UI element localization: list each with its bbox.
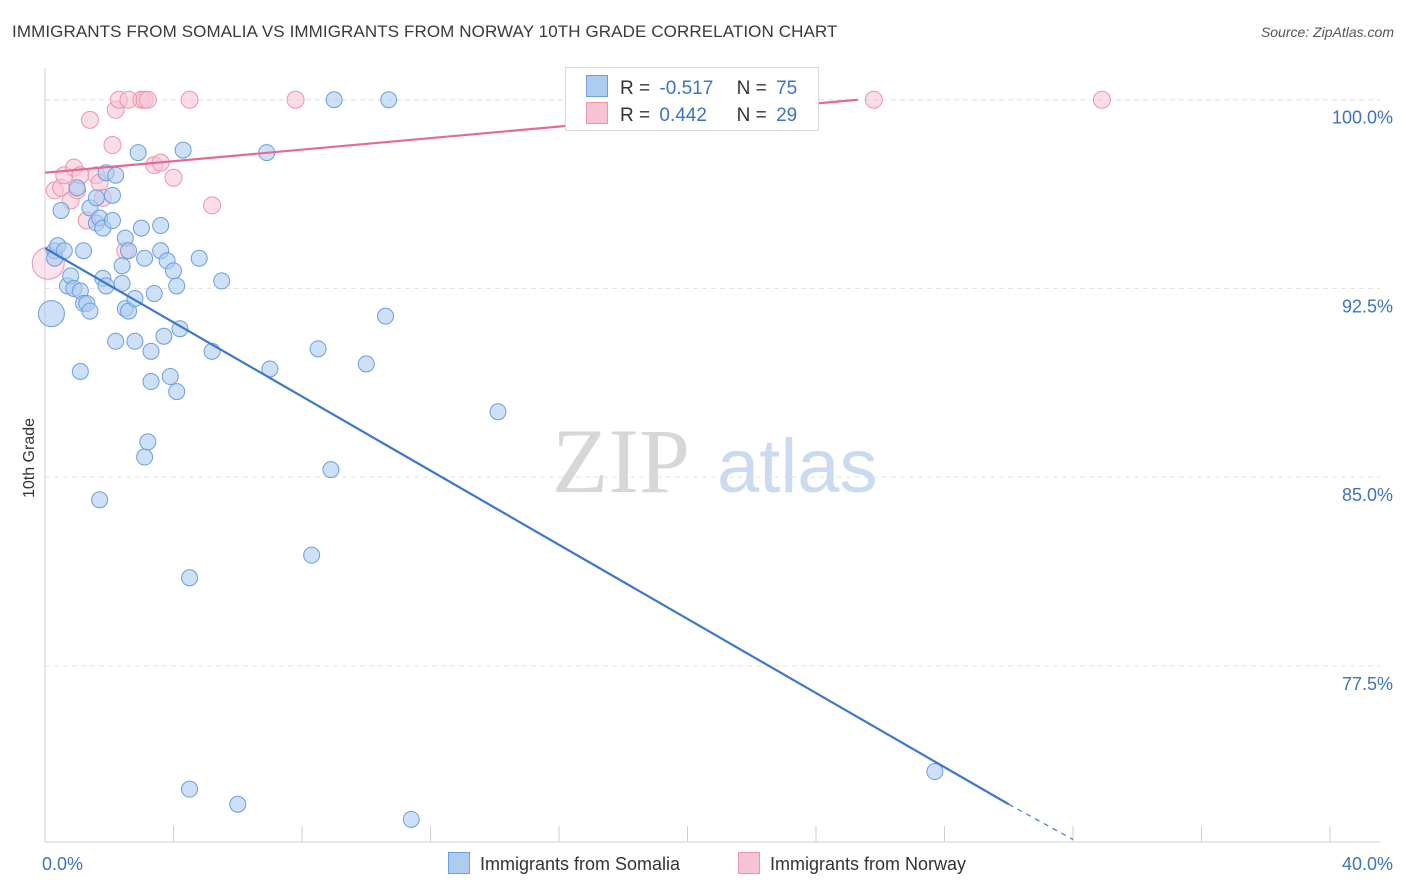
chart-title: IMMIGRANTS FROM SOMALIA VS IMMIGRANTS FR… xyxy=(12,22,838,41)
somalia-point xyxy=(322,461,340,479)
bottom-legend-norway: Immigrants from Norway xyxy=(738,852,966,875)
norway-swatch xyxy=(586,102,608,124)
somalia-swatch xyxy=(586,75,608,97)
somalia-point xyxy=(129,144,147,162)
somalia-point xyxy=(37,300,65,328)
somalia-point xyxy=(81,302,99,320)
somalia-point xyxy=(165,262,182,280)
axis-layer xyxy=(44,68,1380,843)
norway-point xyxy=(164,168,183,187)
somalia-point xyxy=(489,403,507,421)
legend-row-somalia: R = -0.517 N = 75 xyxy=(586,75,797,99)
norway-point xyxy=(80,110,99,129)
somalia-n-label: N = xyxy=(736,78,767,99)
watermark-atlas: atlas xyxy=(717,424,878,509)
somalia-point xyxy=(155,327,173,345)
somalia-point xyxy=(107,166,125,184)
somalia-point xyxy=(309,340,327,358)
somalia-point xyxy=(71,362,89,380)
somalia-point xyxy=(126,332,144,350)
somalia-point xyxy=(161,368,179,386)
tick-labels: 100.0% 92.5% 85.0% 77.5% 0.0% 40.0% xyxy=(42,108,1393,874)
norway-point xyxy=(864,90,883,109)
norway-swatch xyxy=(738,852,760,874)
somalia-point xyxy=(113,257,131,275)
somalia-point xyxy=(139,433,157,451)
somalia-n-value: 75 xyxy=(776,78,798,99)
somalia-point xyxy=(107,332,125,350)
y-tick-label: 92.5% xyxy=(1342,296,1393,316)
somalia-point xyxy=(152,217,170,235)
stats-legend: R = -0.517 N = 75 R = 0.442 N = 29 xyxy=(565,67,819,131)
legend-row-norway: R = 0.442 N = 29 xyxy=(586,102,797,126)
somalia-point xyxy=(380,91,398,109)
somalia-point xyxy=(120,242,138,260)
somalia-point xyxy=(174,141,192,159)
somalia-point xyxy=(103,186,121,204)
norway-point xyxy=(103,136,122,155)
x-tick-label-min: 0.0% xyxy=(42,854,83,874)
somalia-point xyxy=(91,491,109,509)
norway-n-value: 29 xyxy=(776,105,798,126)
norway-point xyxy=(203,196,222,215)
somalia-point xyxy=(926,763,944,781)
y-tick-label: 100.0% xyxy=(1332,108,1393,128)
somalia-point xyxy=(142,342,160,360)
somalia-point xyxy=(103,212,121,230)
somalia-point xyxy=(142,373,160,391)
norway-point xyxy=(180,90,199,109)
somalia-point xyxy=(145,284,163,302)
norway-n-label: N = xyxy=(736,105,767,126)
somalia-point xyxy=(87,189,105,207)
somalia-point xyxy=(181,780,199,798)
somalia-r-label: R = xyxy=(620,78,651,99)
somalia-point xyxy=(357,355,375,373)
somalia-point xyxy=(229,795,247,813)
somalia-point xyxy=(325,91,343,109)
norway-point xyxy=(286,90,305,109)
somalia-point xyxy=(213,272,231,290)
y-tick-label: 77.5% xyxy=(1342,674,1393,694)
grid-layer xyxy=(45,99,1380,667)
somalia-r-value: -0.517 xyxy=(659,78,714,99)
watermark-zip: ZIP xyxy=(552,410,690,512)
bottom-legend-somalia: Immigrants from Somalia xyxy=(448,852,680,875)
somalia-point xyxy=(52,201,70,219)
somalia-point xyxy=(181,569,199,587)
somalia-point xyxy=(303,546,321,564)
somalia-point xyxy=(68,179,86,197)
norway-point xyxy=(1092,90,1111,109)
somalia-point xyxy=(377,307,395,325)
norway-r-value: 0.442 xyxy=(659,105,707,126)
somalia-point xyxy=(132,219,150,237)
norway-r-label: R = xyxy=(620,105,651,126)
somalia-swatch xyxy=(448,852,470,874)
norway-point xyxy=(138,90,157,109)
bottom-legend-somalia-label: Immigrants from Somalia xyxy=(480,854,681,874)
somalia-trend-extension xyxy=(1008,803,1074,841)
bottom-legend-norway-label: Immigrants from Norway xyxy=(770,854,967,874)
somalia-point xyxy=(168,277,186,295)
somalia-point xyxy=(136,448,154,466)
somalia-trend-line xyxy=(44,247,1010,806)
source-label: Source: ZipAtlas.com xyxy=(1260,24,1394,40)
y-tick-label: 85.0% xyxy=(1342,485,1393,505)
somalia-point xyxy=(75,242,93,260)
somalia-point xyxy=(136,249,154,267)
somalia-point xyxy=(402,810,420,828)
x-tick-label-max: 40.0% xyxy=(1342,854,1393,874)
somalia-point xyxy=(168,383,186,401)
somalia-point xyxy=(190,249,208,267)
